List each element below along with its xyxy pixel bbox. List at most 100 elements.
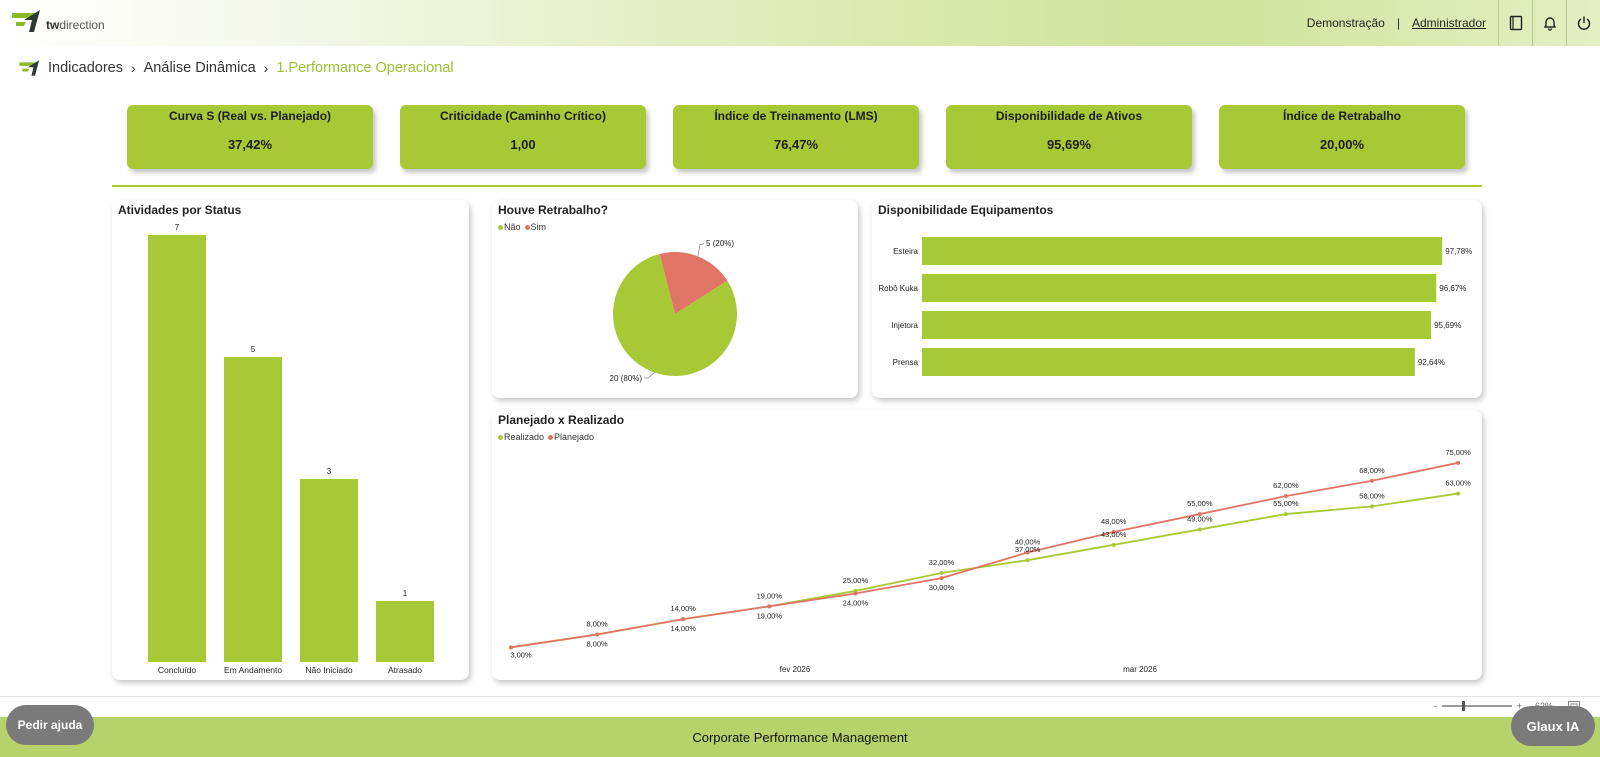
environment-label: Demonstração [1306, 16, 1385, 30]
category-label: Não Iniciado [305, 665, 353, 675]
kpi-retrabalho[interactable]: Índice de Retrabalho 20,00% [1219, 105, 1465, 169]
bar [300, 479, 358, 662]
chart-title: Atividades por Status [118, 203, 242, 217]
chart-title: Planejado x Realizado [498, 413, 625, 427]
slice-label: 20 (80%) [610, 374, 643, 383]
bar [922, 237, 1443, 265]
breadcrumb-analise-dinamica[interactable]: Análise Dinâmica [143, 60, 256, 76]
series-line [510, 461, 1459, 649]
zoom-out-button[interactable]: - [1433, 701, 1437, 711]
chart-legend: Não Sim [498, 222, 546, 232]
chevron-right-icon: › [263, 60, 269, 76]
category-label: Injetora [891, 321, 918, 330]
zoom-bar: - + 62% [0, 696, 1600, 714]
chart-card-planejado: Planejado x Realizado Realizado Planejad… [492, 410, 1482, 680]
retrabalho-pie-chart: 5 (20%) 20 (80%) [610, 239, 737, 383]
x-tick-label: fev 2026 [780, 665, 811, 674]
data-point [1283, 512, 1288, 517]
equipment-bar-chart: Esteira 97,78% Robô Kuka 96,67% Injetora 95,6… [878, 237, 1472, 376]
data-point [1025, 550, 1030, 555]
category-label: Em Andamento [224, 665, 282, 675]
zoom-slider[interactable] [1441, 701, 1512, 711]
legend-item-sim[interactable]: Sim [524, 222, 546, 232]
brand-name: twdirection [46, 18, 105, 32]
kpi-curva-s[interactable]: Curva S (Real vs. Planejado) 37,42% [127, 105, 373, 169]
data-label: 14,00% [670, 624, 696, 633]
kpi-treinamento[interactable]: Índice de Treinamento (LMS) 76,47% [673, 105, 919, 169]
category-label: Robô Kuka [878, 284, 918, 293]
bar [376, 601, 434, 662]
bar [922, 311, 1432, 339]
data-label: 55,00% [1187, 499, 1213, 508]
kpi-title: Índice de Treinamento (LMS) [714, 109, 878, 123]
book-icon [1509, 15, 1522, 31]
breadcrumb: Indicadores › Análise Dinâmica › 1.Perfo… [18, 58, 454, 78]
bar-value-label: 95,69% [1434, 321, 1461, 330]
user-link[interactable]: Administrador [1411, 16, 1486, 30]
top-bar: twdirection Demonstração | Administrador [0, 0, 1600, 46]
chart-legend: Realizado Planejado [498, 432, 594, 442]
kpi-value: 95,69% [1046, 137, 1092, 152]
breadcrumb-indicadores[interactable]: Indicadores [48, 60, 123, 76]
data-label: 68,00% [1359, 466, 1385, 475]
bar-value-label: 92,64% [1418, 358, 1445, 367]
data-label: 49,00% [1187, 514, 1213, 523]
bar-value-label: 96,67% [1439, 284, 1466, 293]
zoom-slider-thumb[interactable] [1461, 701, 1465, 711]
kpi-title: Curva S (Real vs. Planejado) [168, 109, 332, 123]
zoom-in-button[interactable]: + [1516, 701, 1522, 711]
legend-item-realizado[interactable]: Realizado [498, 432, 544, 442]
footer-bar: Corporate Performance Management [0, 717, 1600, 757]
logo-icon [12, 10, 40, 32]
kpi-criticidade[interactable]: Criticidade (Caminho Crítico) 1,00 [400, 105, 646, 169]
category-label: Atrasado [388, 665, 422, 675]
kpi-title: Disponibilidade de Ativos [995, 109, 1143, 123]
leader-line [644, 371, 656, 379]
category-label: Prensa [893, 358, 919, 367]
data-label: 37,00% [1015, 545, 1041, 554]
data-point [1370, 504, 1374, 509]
kpi-value: 20,00% [1319, 137, 1365, 152]
data-label: 8,00% [586, 620, 608, 629]
chevron-right-icon: › [130, 60, 136, 76]
data-point [1456, 491, 1461, 496]
data-point [681, 617, 686, 622]
data-point [509, 645, 513, 650]
breadcrumb-current: 1.Performance Operacional [276, 60, 454, 76]
data-label: 55,00% [1273, 499, 1299, 508]
legend-item-planejado[interactable]: Planejado [548, 432, 594, 442]
kpi-value: 37,42% [227, 137, 273, 152]
kpi-value: 76,47% [773, 137, 819, 152]
notifications-button[interactable] [1532, 0, 1566, 46]
bell-icon [1543, 17, 1556, 31]
home-logo-icon[interactable] [18, 58, 42, 78]
bar-value-label: 5 [251, 345, 256, 354]
slice-label: 5 (20%) [706, 239, 734, 248]
chart-title: Houve Retrabalho? [498, 203, 609, 217]
book-button[interactable] [1498, 0, 1532, 46]
bar-value-label: 1 [403, 589, 408, 598]
chart-title: Disponibilidade Equipamentos [878, 203, 1054, 217]
kpi-title: Criticidade (Caminho Crítico) [439, 109, 606, 123]
legend-item-nao[interactable]: Não [498, 222, 521, 232]
data-point [595, 632, 600, 637]
top-right-menu: Demonstração | Administrador [1307, 0, 1600, 46]
company-logo[interactable]: twdirection [10, 8, 105, 34]
data-label: 19,00% [757, 611, 783, 620]
glaux-ai-button[interactable]: Glaux IA [1511, 706, 1595, 746]
kpi-disponibilidade[interactable]: Disponibilidade de Ativos 95,69% [946, 105, 1192, 169]
status-bar-chart: 7 Concluído 5 Em Andamento 3 Não Iniciado 1 Atr… [148, 223, 434, 675]
x-tick-label: mar 2026 [1123, 665, 1157, 674]
leader-line [697, 243, 705, 257]
data-point [1456, 460, 1461, 465]
help-button[interactable]: Pedir ajuda [6, 705, 94, 745]
data-point [1111, 542, 1116, 547]
section-divider [112, 185, 1482, 187]
pie-slice [659, 252, 728, 314]
data-label: 25,00% [843, 576, 869, 585]
logout-button[interactable] [1566, 0, 1600, 46]
data-point [939, 576, 944, 581]
bar [148, 235, 206, 662]
data-point [1370, 478, 1374, 483]
data-label: 62,00% [1273, 481, 1299, 490]
